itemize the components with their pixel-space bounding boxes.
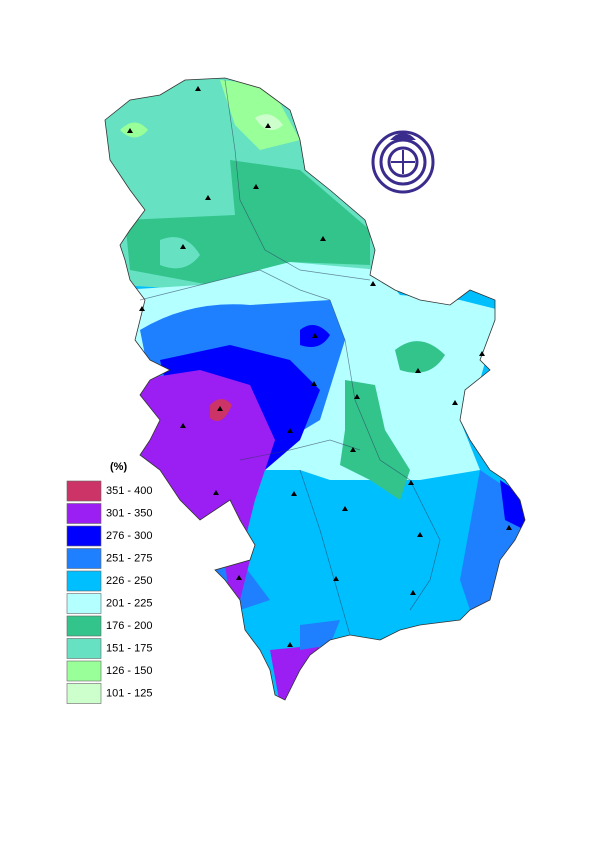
zone	[130, 370, 275, 540]
logo	[371, 130, 435, 194]
zone	[220, 80, 300, 150]
zone	[500, 480, 525, 530]
legend-label: 126 - 150	[106, 665, 152, 677]
zone	[160, 237, 200, 269]
legend-label: 226 - 250	[106, 575, 152, 587]
legend-label: 301 - 350	[106, 507, 152, 519]
zone	[120, 122, 148, 138]
legend-swatch	[66, 593, 102, 614]
legend-swatch	[66, 548, 102, 569]
legend-label: 201 - 225	[106, 597, 152, 609]
legend-label: 276 - 300	[106, 530, 152, 542]
legend-swatch	[66, 683, 102, 704]
legend-label: 351 - 400	[106, 485, 152, 497]
legend: (%) 351 - 400 301 - 350 276 - 300 251 - 275…	[66, 461, 152, 704]
legend-label: 101 - 125	[106, 687, 152, 699]
legend-swatch	[66, 480, 102, 502]
zone	[255, 114, 283, 131]
zone	[340, 380, 410, 500]
legend-label: 251 - 275	[106, 552, 152, 564]
legend-label: 176 - 200	[106, 620, 152, 632]
legend-swatch	[66, 615, 102, 637]
legend-label: 151 - 175	[106, 642, 152, 654]
zone	[300, 620, 340, 650]
rivers	[139, 79, 441, 636]
zone	[395, 341, 445, 373]
legend-swatch	[66, 525, 102, 547]
legend-swatch	[66, 638, 102, 659]
stations	[127, 86, 512, 647]
legend-swatch	[66, 503, 102, 524]
legend-swatch	[66, 660, 102, 682]
legend-title: (%)	[110, 461, 127, 473]
legend-swatch	[66, 570, 102, 592]
